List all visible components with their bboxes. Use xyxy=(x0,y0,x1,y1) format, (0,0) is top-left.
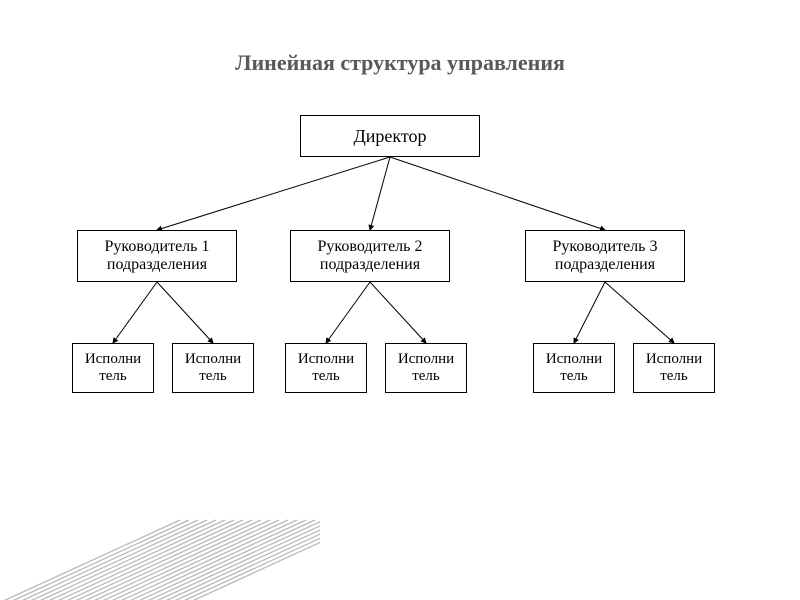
node-label: Исполни тель xyxy=(298,351,354,386)
node-label: Исполни тель xyxy=(546,351,602,386)
label-line: подразделения xyxy=(107,256,207,273)
diagram-title: Линейная структура управления xyxy=(0,50,800,76)
node-executor-3: Исполни тель xyxy=(285,343,367,393)
label-line: тель xyxy=(412,368,440,384)
label-line: тель xyxy=(660,368,688,384)
label-line: Исполни xyxy=(85,351,141,367)
label-line: Исполни xyxy=(185,351,241,367)
label-line: тель xyxy=(199,368,227,384)
edges-layer xyxy=(0,0,800,600)
node-label: Исполни тель xyxy=(646,351,702,386)
node-executor-6: Исполни тель xyxy=(633,343,715,393)
node-label: Руководитель 3 подразделения xyxy=(553,238,658,275)
node-label: Исполни тель xyxy=(398,351,454,386)
label-line: тель xyxy=(312,368,340,384)
label-line: Исполни xyxy=(398,351,454,367)
node-manager-1: Руководитель 1 подразделения xyxy=(77,230,237,282)
label-line: Исполни xyxy=(646,351,702,367)
node-label: Руководитель 1 подразделения xyxy=(105,238,210,275)
label-line: Руководитель 1 xyxy=(105,238,210,255)
label-line: Исполни xyxy=(546,351,602,367)
node-executor-5: Исполни тель xyxy=(533,343,615,393)
node-label: Руководитель 2 подразделения xyxy=(318,238,423,275)
node-director: Директор xyxy=(300,115,480,157)
node-manager-3: Руководитель 3 подразделения xyxy=(525,230,685,282)
label-line: Исполни xyxy=(298,351,354,367)
decor-hatch xyxy=(0,490,320,600)
node-executor-2: Исполни тель xyxy=(172,343,254,393)
label-line: подразделения xyxy=(320,256,420,273)
label-line: тель xyxy=(99,368,127,384)
label-line: тель xyxy=(560,368,588,384)
label-line: Руководитель 3 xyxy=(553,238,658,255)
node-label: Директор xyxy=(353,126,426,147)
label-line: подразделения xyxy=(555,256,655,273)
node-label: Исполни тель xyxy=(185,351,241,386)
node-label: Исполни тель xyxy=(85,351,141,386)
node-executor-4: Исполни тель xyxy=(385,343,467,393)
node-manager-2: Руководитель 2 подразделения xyxy=(290,230,450,282)
label-line: Руководитель 2 xyxy=(318,238,423,255)
node-executor-1: Исполни тель xyxy=(72,343,154,393)
